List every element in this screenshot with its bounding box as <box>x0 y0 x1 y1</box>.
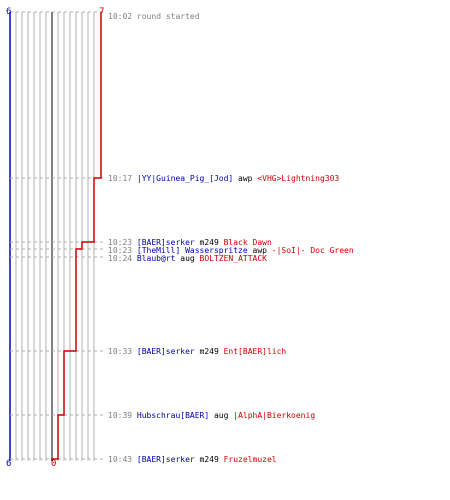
event-row: 10:33 [BAER]serker m249 Ent[BAER]lich <box>108 347 286 356</box>
event-row: 10:23 [TheMill] Wasserspritze awp -|SoI|… <box>108 246 354 255</box>
event-time: 10:02 <box>108 12 133 21</box>
blue-score-top: 6 <box>6 7 12 17</box>
round-start-label: round started <box>136 12 200 21</box>
event-row: 10:43 [BAER]serker m249 Fruzelmuzel <box>108 455 277 464</box>
red-score-bottom: 0 <box>51 459 57 469</box>
event-weapon: m249 <box>194 455 224 464</box>
blue-score-bottom: 6 <box>6 459 12 469</box>
event-victim: Black Dawn <box>223 238 272 247</box>
event-killer: Hubschrau[BAER] <box>136 411 210 420</box>
red-score-top: 7 <box>99 7 105 17</box>
event-time: 10:23 <box>108 246 137 255</box>
red-team-step-line <box>51 12 102 461</box>
event-killer: [TheMill] Wasserspritze <box>136 246 248 255</box>
event-row: 10:24 Blaub@rt aug BOLTZEN_ATTACK <box>108 254 267 263</box>
event-weapon: m249 <box>194 347 224 356</box>
event-killer: [BAER]serker <box>136 347 195 356</box>
event-weapon: awp <box>233 174 258 183</box>
event-victim: BOLTZEN_ATTACK <box>199 254 267 263</box>
event-time: 10:17 <box>108 174 137 183</box>
event-row: 10:17 |YY|Guinea_Pig_[Jod] awp <VHG>Ligh… <box>108 174 339 183</box>
event-time: 10:43 <box>108 455 137 464</box>
event-weapon: aug <box>209 411 234 420</box>
event-row: 10:23 [BAER]serker m249 Black Dawn <box>108 238 272 247</box>
event-weapon: aug <box>175 254 200 263</box>
event-victim: <VHG>Lightning303 <box>257 174 340 183</box>
event-killer: [BAER]serker <box>136 238 195 247</box>
event-killer: |YY|Guinea_Pig_[Jod] <box>136 174 234 183</box>
event-victim: Fruzelmuzel <box>223 455 277 464</box>
event-weapon: awp <box>247 246 272 255</box>
event-victim: |AlphA|Bierkoenig <box>233 411 316 420</box>
event-row: 10:39 Hubschrau[BAER] aug |AlphA|Bierkoe… <box>108 411 315 420</box>
event-time: 10:33 <box>108 347 137 356</box>
event-killer: Blaub@rt <box>136 254 176 263</box>
event-victim: -|SoI|- Doc Green <box>271 246 354 255</box>
round-start-row: 10:02 round started <box>108 12 200 21</box>
event-time: 10:39 <box>108 411 137 420</box>
event-time: 10:24 <box>108 254 137 263</box>
event-killer: [BAER]serker <box>136 455 195 464</box>
event-weapon: m249 <box>194 238 224 247</box>
event-victim: Ent[BAER]lich <box>223 347 287 356</box>
event-time: 10:23 <box>108 238 137 247</box>
